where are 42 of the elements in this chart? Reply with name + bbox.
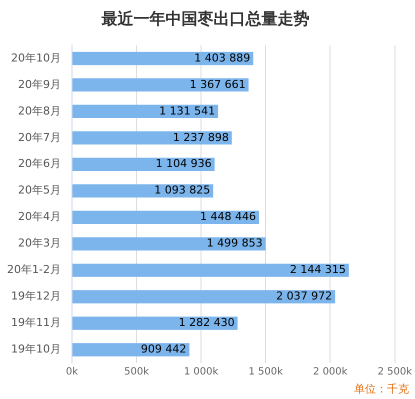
data-label: 1 104 936 — [156, 157, 212, 170]
x-tick-label: 2 000k — [313, 366, 348, 378]
y-tick-label: 19年10月 — [10, 342, 61, 356]
data-label: 1 499 853 — [206, 236, 263, 250]
bar — [72, 78, 249, 92]
data-label: 909 442 — [140, 342, 186, 356]
y-tick-label: 20年10月 — [10, 51, 61, 64]
text: 单位：千克 — [354, 382, 409, 396]
y-tick-label: 19年12月 — [10, 290, 61, 303]
data-label: 2 037 972 — [276, 290, 332, 303]
y-tick-label: 20年4月 — [18, 210, 61, 224]
data-label: 2 144 315 — [290, 263, 346, 276]
x-tick-label: 1 000k — [184, 366, 219, 378]
y-tick-label: 20年3月 — [18, 236, 61, 250]
x-tick-label: 500k — [124, 366, 150, 378]
bar — [72, 264, 349, 277]
bar — [72, 52, 254, 66]
x-tick-label: 2 500k — [378, 366, 412, 378]
data-label: 1 093 825 — [154, 184, 210, 197]
y-tick-label: 20年8月 — [18, 104, 61, 118]
bar — [72, 237, 266, 250]
data-label: 1 237 898 — [172, 130, 229, 144]
data-label: 1 282 430 — [178, 316, 235, 330]
data-label: 1 367 661 — [190, 78, 246, 91]
y-tick-label: 20年7月 — [18, 130, 61, 144]
bar — [72, 104, 218, 118]
y-tick-label: 19年11月 — [10, 316, 61, 330]
bar — [72, 290, 336, 304]
y-tick-label: 20年1-2月 — [6, 263, 61, 276]
y-tick-label: 20年6月 — [18, 157, 61, 170]
data-label: 1 131 541 — [159, 104, 216, 118]
bar — [72, 343, 190, 356]
data-label: 1 448 446 — [200, 210, 256, 224]
y-tick-label: 20年5月 — [18, 184, 61, 197]
x-tick-label: 1 500k — [248, 366, 284, 378]
x-tick-label: 0k — [66, 366, 78, 378]
y-tick-label: 20年9月 — [18, 78, 61, 91]
bar — [72, 210, 260, 224]
chart-title: 最近一年中国枣出口总量走势 — [100, 8, 310, 28]
data-label: 1 403 889 — [194, 51, 250, 64]
bar — [72, 184, 214, 198]
bar — [72, 316, 238, 330]
